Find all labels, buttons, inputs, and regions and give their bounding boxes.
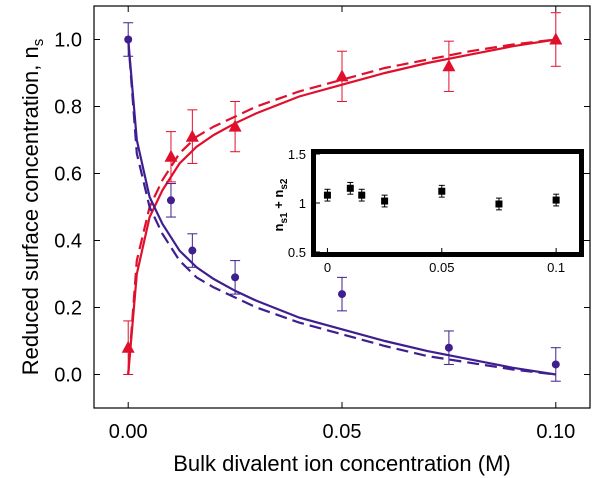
triangle-marker xyxy=(121,340,135,353)
triangle-marker xyxy=(335,69,349,82)
main-series xyxy=(121,12,563,382)
circle-marker xyxy=(188,246,197,255)
square-marker xyxy=(346,184,354,192)
y-tick-label: 0.8 xyxy=(54,97,82,119)
circle-marker xyxy=(444,343,453,352)
y-tick-label: 1.0 xyxy=(54,30,82,52)
y-axis-title-subscript: s xyxy=(30,39,47,47)
inset-tick-labels: 0 0.05 0.1 0.5 1 1.5 xyxy=(288,147,565,275)
circle-marker xyxy=(338,290,346,299)
inset-x-tick-label: 0 xyxy=(324,260,331,275)
triangle-marker xyxy=(164,149,178,162)
inset-y-tick-label: 1.5 xyxy=(288,147,306,162)
square-marker xyxy=(438,187,446,195)
triangle-marker xyxy=(442,59,456,72)
circle-marker xyxy=(166,196,175,205)
inset-ticks xyxy=(316,153,557,253)
x-tick-label: 0.00 xyxy=(109,421,148,443)
y-axis-title-main: Reduced surface concentration, n xyxy=(18,46,43,375)
inset-x-tick-label: 0.1 xyxy=(547,260,565,275)
circle-marker xyxy=(231,273,240,282)
inset-y-tick-label: 1 xyxy=(299,196,306,211)
y-tick-label: 0.6 xyxy=(54,164,82,186)
triangle-marker xyxy=(185,129,199,142)
square-marker xyxy=(381,197,389,205)
blue-dashed-fit-line xyxy=(127,39,556,376)
y-tick-label: 0.2 xyxy=(54,298,82,320)
triangle-marker xyxy=(228,119,242,132)
main-ticks xyxy=(94,6,590,408)
x-tick-label: 0.05 xyxy=(323,421,362,443)
y-tick-label: 0.4 xyxy=(54,231,82,253)
main-tick-labels: 0.00 0.05 0.100.00.20.40.60.81.0 xyxy=(54,30,575,444)
square-marker xyxy=(495,200,503,208)
inset-background xyxy=(311,151,582,255)
square-marker xyxy=(552,196,560,204)
red-dashed-fit-line xyxy=(127,38,556,375)
inset-x-tick-label: 0.05 xyxy=(429,260,454,275)
inset-plot-frame xyxy=(311,149,584,257)
inset-series xyxy=(323,181,560,211)
y-axis-title: Reduced surface concentration, ns xyxy=(18,39,47,375)
triangle-marker xyxy=(549,32,563,45)
x-axis-title: Bulk divalent ion concentration (M) xyxy=(173,451,511,476)
circle-marker xyxy=(124,35,133,44)
y-tick-label: 0.0 xyxy=(54,365,82,387)
circle-marker xyxy=(551,360,560,369)
inset-y-axis-title: ns1 + ns2 xyxy=(271,178,290,231)
square-marker xyxy=(323,191,331,199)
square-marker xyxy=(358,191,366,199)
inset-y-tick-label: 0.5 xyxy=(288,245,306,260)
x-tick-label: 0.10 xyxy=(536,421,575,443)
